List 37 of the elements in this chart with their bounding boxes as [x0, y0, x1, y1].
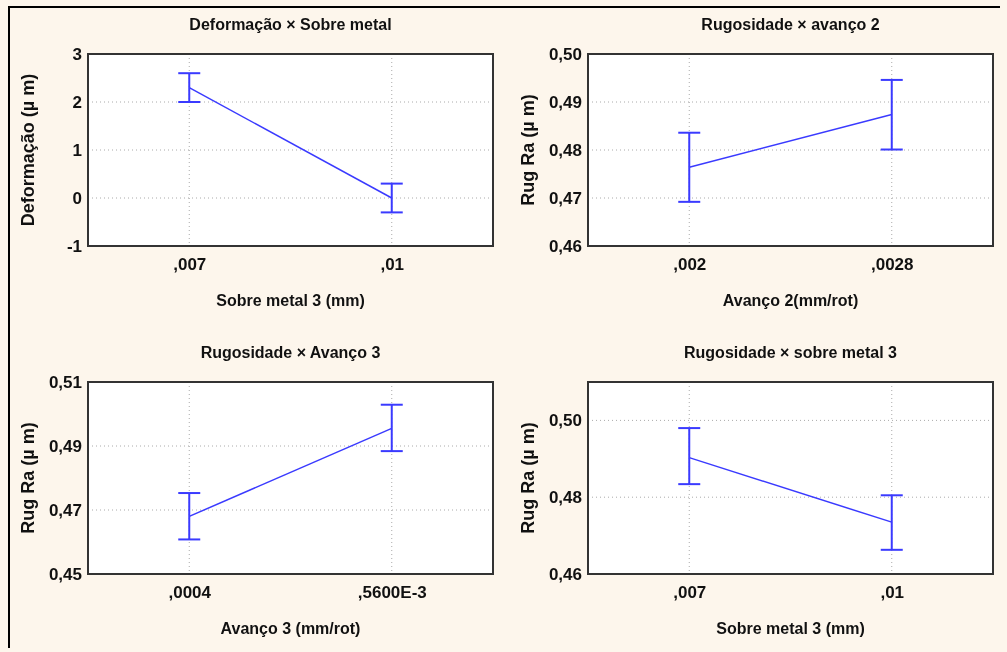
- x-tick-label: ,01: [880, 583, 905, 603]
- x-axis-title: Sobre metal 3 (mm): [216, 292, 365, 309]
- x-tick-label: ,007: [173, 255, 207, 275]
- x-tick-label: ,0028: [870, 255, 914, 275]
- x-tick-label: ,007: [673, 583, 707, 603]
- x-tick-label: ,5600E-3: [357, 583, 427, 603]
- chart-title: Rugosidade × sobre metal 3: [684, 344, 898, 361]
- y-axis-title: Rug Ra (µ m): [518, 422, 538, 534]
- y-axis-title: Deformação (µ m): [18, 73, 38, 227]
- x-axis-title: Sobre metal 3 (mm): [716, 620, 865, 637]
- y-tick-label: 0,48: [548, 488, 582, 508]
- y-tick-label: 0,47: [48, 500, 82, 520]
- y-tick-label: 0,46: [548, 236, 582, 256]
- chart-title: Rugosidade × Avanço 3: [200, 344, 381, 361]
- y-tick-label: 2: [72, 92, 82, 112]
- x-tick-label: ,002: [673, 255, 707, 275]
- x-tick-label: ,01: [380, 255, 405, 275]
- y-tick-label: 0,48: [548, 140, 582, 160]
- y-axis-title: Rug Ra (µ m): [18, 422, 38, 534]
- y-tick-label: 3: [72, 44, 82, 64]
- y-tick-label: 0: [72, 188, 82, 208]
- y-tick-label: 1: [72, 140, 82, 160]
- x-axis-title: Avanço 3 (mm/rot): [220, 620, 361, 637]
- chart-title: Rugosidade × avanço 2: [701, 16, 880, 33]
- y-tick-label: 0,51: [48, 372, 82, 392]
- y-tick-label: -1: [66, 236, 82, 256]
- y-tick-label: 0,50: [548, 44, 582, 64]
- y-axis-title: Rug Ra (µ m): [518, 94, 538, 206]
- y-tick-label: 0,49: [548, 92, 582, 112]
- chart-title: Deformação × Sobre metal: [189, 16, 392, 33]
- y-tick-label: 0,47: [548, 188, 582, 208]
- x-tick-label: ,0004: [168, 583, 212, 603]
- y-tick-label: 0,49: [48, 436, 82, 456]
- y-tick-label: 0,50: [548, 411, 582, 431]
- y-tick-label: 0,45: [48, 564, 82, 584]
- x-axis-title: Avanço 2(mm/rot): [722, 292, 859, 309]
- y-tick-label: 0,46: [548, 564, 582, 584]
